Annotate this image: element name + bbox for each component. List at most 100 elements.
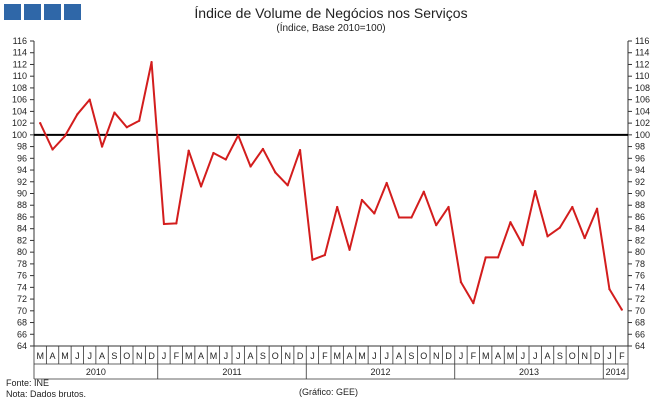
y-tick-label-left: 74: [17, 282, 27, 292]
y-tick-label-left: 72: [17, 294, 27, 304]
y-tick-label-right: 94: [635, 165, 645, 175]
logo-square: [44, 4, 61, 20]
x-tick-label: S: [408, 351, 414, 361]
data-point: [373, 212, 376, 215]
data-point: [509, 221, 512, 224]
logo-square: [4, 4, 21, 20]
y-tick-label-right: 78: [635, 259, 645, 269]
y-tick-label-right: 110: [635, 71, 649, 81]
series-line: [39, 61, 623, 311]
y-tick-label-right: 102: [635, 118, 650, 128]
x-tick-label: N: [284, 351, 291, 361]
x-tick-label: J: [459, 351, 464, 361]
y-tick-label-right: 90: [635, 189, 645, 199]
x-tick-label: M: [482, 351, 490, 361]
data-point: [608, 288, 611, 291]
x-tick-label: J: [236, 351, 241, 361]
y-tick-label-right: 116: [635, 36, 649, 46]
y-tick-label-left: 112: [13, 59, 27, 69]
x-tick-label: D: [297, 351, 304, 361]
y-tick-label-left: 82: [17, 235, 27, 245]
data-point: [571, 205, 574, 209]
data-point: [620, 308, 623, 311]
x-tick-label: F: [174, 351, 180, 361]
data-point: [51, 148, 54, 151]
y-tick-label-left: 70: [17, 306, 27, 316]
data-point: [348, 248, 351, 251]
x-tick-label: J: [384, 351, 389, 361]
data-point: [385, 181, 388, 185]
y-tick-label-right: 86: [635, 212, 645, 222]
y-tick-label-right: 70: [635, 306, 645, 316]
data-point: [422, 190, 425, 193]
data-point: [63, 134, 67, 138]
y-tick-label-left: 116: [13, 36, 27, 46]
data-point: [125, 126, 128, 129]
x-tick-label: O: [272, 351, 279, 361]
x-tick-label: A: [347, 351, 353, 361]
y-tick-label-left: 86: [17, 212, 27, 222]
data-point: [397, 216, 401, 219]
y-tick-label-right: 88: [635, 200, 645, 210]
y-tick-label-right: 80: [635, 247, 645, 257]
y-tick-label-left: 76: [17, 271, 27, 281]
logo-square: [24, 4, 41, 20]
x-tick-label: M: [358, 351, 366, 361]
y-tick-label-right: 114: [635, 48, 649, 58]
y-tick-label-left: 80: [17, 247, 27, 257]
y-tick-label-right: 92: [635, 177, 645, 187]
y-tick-label-right: 112: [635, 59, 649, 69]
data-point: [323, 253, 326, 257]
y-tick-label-left: 90: [17, 189, 27, 199]
data-point: [521, 244, 524, 247]
y-tick-label-left: 114: [13, 48, 27, 58]
data-point: [249, 165, 252, 168]
x-tick-label: S: [111, 351, 117, 361]
data-point: [558, 226, 562, 229]
data-point: [435, 224, 438, 227]
x-tick-label: M: [210, 351, 218, 361]
x-tick-label: J: [310, 351, 315, 361]
x-tick-label: F: [322, 351, 328, 361]
x-tick-label: A: [495, 351, 501, 361]
data-point: [261, 147, 265, 151]
chart-title: Índice de Volume de Negócios nos Serviço…: [194, 5, 468, 21]
x-tick-label: A: [198, 351, 204, 361]
x-tick-label: M: [507, 351, 515, 361]
data-point: [298, 148, 302, 152]
year-label: 2012: [370, 367, 390, 377]
data-point: [595, 207, 599, 210]
logo: [4, 4, 81, 20]
y-tick-label-left: 92: [17, 177, 27, 187]
y-tick-label-left: 68: [17, 318, 27, 328]
y-tick-label-right: 72: [635, 294, 645, 304]
data-point: [311, 258, 314, 261]
y-tick-label-left: 102: [12, 118, 27, 128]
x-tick-label: N: [136, 351, 143, 361]
x-tick-label: J: [533, 351, 538, 361]
y-tick-label-left: 106: [12, 95, 27, 105]
data-point: [410, 216, 413, 219]
y-tick-label-left: 104: [12, 106, 27, 116]
y-tick-label-left: 108: [12, 83, 27, 93]
data-point: [286, 184, 289, 187]
x-tick-label: D: [445, 351, 452, 361]
data-point: [237, 134, 240, 137]
y-tick-label-right: 84: [635, 224, 645, 234]
y-tick-label-left: 100: [12, 130, 27, 140]
x-tick-label: O: [123, 351, 130, 361]
x-tick-label: O: [569, 351, 576, 361]
data-point: [472, 302, 475, 305]
x-tick-label: J: [521, 351, 526, 361]
y-tick-label-right: 106: [635, 95, 650, 105]
data-point: [534, 190, 537, 193]
x-tick-label: J: [75, 351, 80, 361]
x-tick-label: A: [248, 351, 254, 361]
data-point: [199, 185, 203, 188]
y-tick-label-right: 100: [635, 130, 650, 140]
y-tick-label-left: 94: [17, 165, 27, 175]
y-tick-label-right: 96: [635, 153, 645, 163]
data-point: [583, 236, 586, 240]
x-tick-label: J: [607, 351, 612, 361]
